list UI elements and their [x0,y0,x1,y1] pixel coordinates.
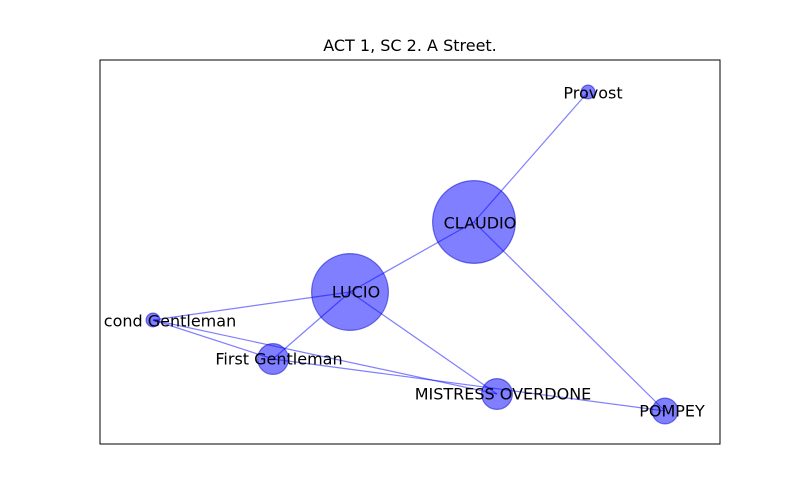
node-provost [580,84,596,100]
node-label-pompey: POMPEY [639,402,705,421]
edge-claudio-pompey [473,221,666,412]
node-claudio [432,180,517,265]
node-label-lucio: LUCIO [332,283,380,302]
node-label-second-gentleman: cond Gentleman [104,312,236,331]
node-pompey [651,397,679,425]
edge-second-gentleman-first-gentleman [152,319,274,360]
node-layer [145,84,679,425]
node-second-gentleman [145,312,161,328]
node-label-mistress-overdone: MISTRESS OVERDONE [415,385,592,404]
edge-first-gentleman-pompey [272,358,666,412]
node-first-gentleman [257,343,290,376]
node-label-provost: Provost [563,84,622,103]
node-mistress-overdone [481,378,514,411]
plot-frame [99,59,721,445]
node-label-claudio: CLAUDIO [444,214,517,233]
label-layer: Provost CLAUDIO LUCIO cond Gentleman First G… [104,84,705,421]
node-lucio [311,253,390,332]
node-label-first-gentleman: First Gentleman [215,350,342,369]
diagram-title: ACT 1, SC 2. A Street. [323,36,497,55]
